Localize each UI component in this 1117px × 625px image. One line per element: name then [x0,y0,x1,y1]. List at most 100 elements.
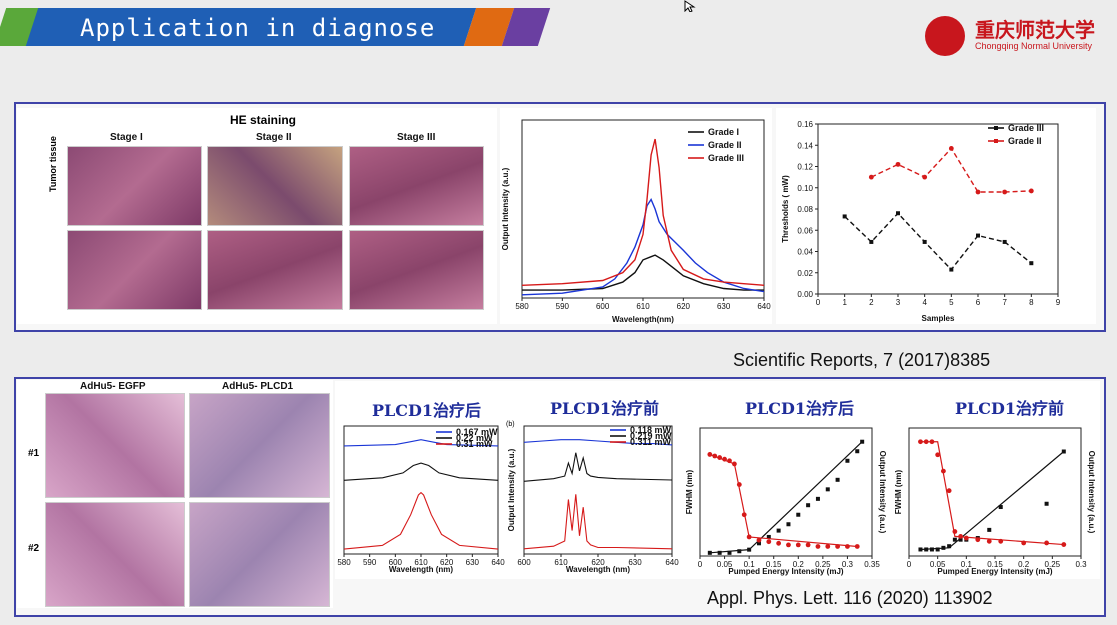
legend-label: 0.311 mW [630,437,672,447]
x-tick-label: 620 [591,558,605,567]
data-point [986,538,992,544]
x-axis-label: Pumped Energy Intensity (mJ) [937,567,1052,576]
lasing-spectra-before-chart: 600 610 620 630 640 Wavelength (nm) Output Int… [508,425,679,574]
data-point [815,496,820,501]
histology-image-stage3-bottom [349,230,484,310]
y-axis-label: FWHM (nm) [894,469,903,514]
y-tick-label: 0.14 [797,141,813,150]
x-axis-label: Pumped Energy Intensity (mJ) [728,567,843,576]
series-line-0 [523,439,673,446]
histology-image-stage3-top [349,146,484,226]
x-axis-label: Wavelength(nm) [612,315,674,324]
data-point [727,550,732,555]
data-point [747,547,752,552]
x-tick-label: 590 [556,302,570,311]
x-tick-label: 0.1 [961,560,973,569]
legend-label: Grade II [1008,136,1042,146]
x-tick-label: 0.25 [1045,560,1061,569]
data-point [727,458,732,464]
data-point [935,547,940,552]
data-point [845,544,850,549]
data-point [929,547,934,552]
reference-bottom: Appl. Phys. Lett. 116 (2020) 113902 [707,588,993,608]
legend-label: Grade II [708,140,742,150]
x-tick-label: 620 [440,558,454,567]
x-tick-label: 0.15 [987,560,1003,569]
x-tick-label: 630 [628,558,642,567]
data-point [958,537,963,542]
x-tick-label: 7 [1002,298,1007,307]
x-tick-label: 600 [596,302,610,311]
data-point [855,449,860,454]
plot-frame [908,427,1082,557]
lasing-spectra-after-chart: 580 590 600 610 620 630 640 Wavelength (nm) 0.16… [337,425,505,574]
y2-axis-label: Output Intensity (a.u.) [1087,451,1096,534]
fwhm-before-chart: 0 0.05 0.1 0.15 0.2 0.25 0.3 Pumped Energy Inte… [894,427,1096,576]
x-tick-label: 610 [414,558,428,567]
x-tick-label: 0 [698,560,703,569]
x-tick-label: 640 [491,558,505,567]
data-point [1028,188,1034,194]
data-point [946,488,952,494]
x-tick-label: 580 [337,558,351,567]
data-point [929,439,935,445]
data-point [948,146,954,151]
data-point [918,439,923,445]
university-logo-icon [925,16,965,56]
x-tick-label: 0.05 [717,560,733,569]
legend-label: 0.31 mW [456,439,493,449]
legend-label: Grade I [708,127,739,137]
data-point [998,505,1003,510]
data-point [998,538,1004,544]
data-point [766,539,772,545]
data-point [717,455,723,460]
egfp-image-1 [45,393,185,498]
data-point [860,439,865,444]
y-tick-label: 0.00 [797,290,813,299]
series-line-1 [343,462,499,481]
data-point [766,534,771,539]
stage-label-2: Stage II [256,132,292,143]
heading-before-treatment-b: PLCD1治疗前 [550,399,660,418]
series-line-2 [521,138,765,286]
data-point [941,468,946,474]
data-point [922,239,927,244]
fwhm-after-chart: 0 0.05 0.1 0.15 0.2 0.25 0.3 0.35 Pumped Energy … [685,427,887,576]
data-point [1029,261,1034,266]
col-label-egfp: AdHu5- EGFP [80,381,146,392]
reference-top: Scientific Reports, 7 (2017)8385 [733,350,991,370]
x-tick-label: 0 [816,298,821,307]
stage-label-3: Stage III [397,132,436,143]
legend-label: 0.22 mW [456,433,493,443]
x-tick-label: 0 [907,560,912,569]
threshold-chart: 0 1 2 3 4 5 6 7 8 9 0.00 0.02 0.04 0.06 0.08 0.10 0.12 0.… [776,108,1096,324]
data-point [776,528,781,533]
data-point [776,540,782,546]
data-point [976,233,980,238]
data-point [924,547,929,552]
legend-marker [994,139,998,143]
data-point [756,537,762,543]
data-point [707,550,712,555]
mouse-cursor-icon [684,0,696,12]
x-tick-label: 6 [976,298,981,307]
x-tick-label: 8 [1029,298,1034,307]
x-tick-label: 580 [515,302,529,311]
series-line-1 [523,452,673,482]
data-point [987,527,992,532]
series-line-2 [523,494,673,550]
x-tick-label: 0.1 [744,560,756,569]
x-tick-label: 0.05 [930,560,946,569]
university-name-cn: 重庆师范大学 [975,18,1095,42]
y-axis-label: FWHM (nm) [685,469,694,514]
x-tick-label: 0.2 [793,560,805,569]
data-point [975,189,981,195]
data-point [1002,239,1007,244]
data-point [922,174,928,180]
row-label-2: #2 [28,543,40,554]
data-point [825,544,831,549]
data-point [732,461,737,467]
y-axis-label: Output Intensity (a.u.) [508,448,516,531]
panel-b-tag: (b) [506,421,515,428]
data-point [805,542,811,548]
